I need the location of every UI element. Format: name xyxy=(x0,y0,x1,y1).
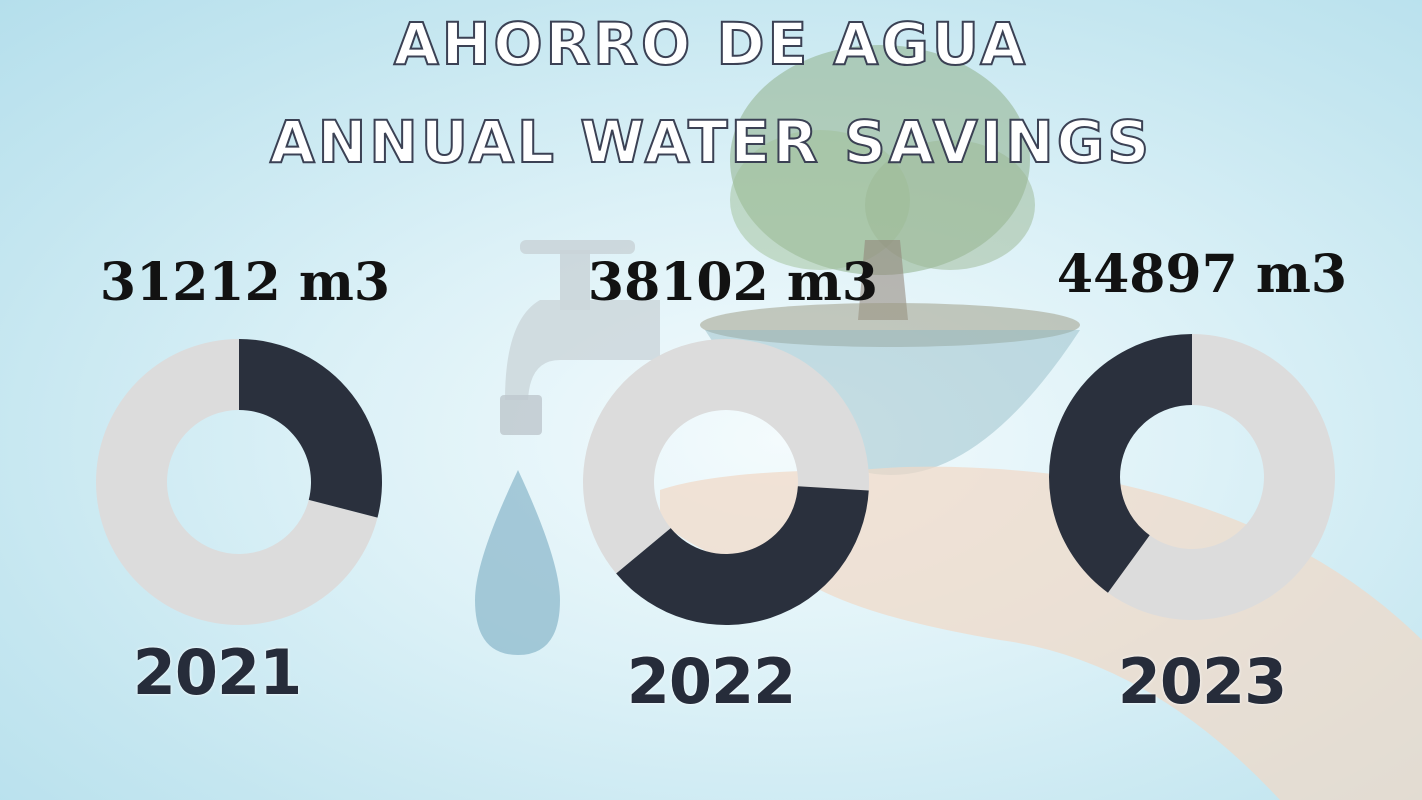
year-label-2021: 2021 xyxy=(132,636,303,709)
value-label-2021: 31212 m3 xyxy=(99,252,391,313)
value-label-2022: 38102 m3 xyxy=(587,252,879,313)
title-spanish: AHORRO DE AGUA xyxy=(393,9,1029,79)
value-label-2023: 44897 m3 xyxy=(1056,244,1348,305)
donut-segment-2023 xyxy=(1048,334,1192,593)
donut-segment-2022 xyxy=(616,486,869,625)
donut-remaining-2021 xyxy=(95,339,378,625)
donut-segment-2021 xyxy=(239,339,382,518)
title-english: ANNUAL WATER SAVINGS xyxy=(269,107,1153,177)
donut-remaining-2023 xyxy=(1107,334,1335,620)
year-label-2023: 2023 xyxy=(1117,645,1288,718)
year-label-2022: 2022 xyxy=(626,645,797,718)
donut-remaining-2022 xyxy=(583,338,869,574)
